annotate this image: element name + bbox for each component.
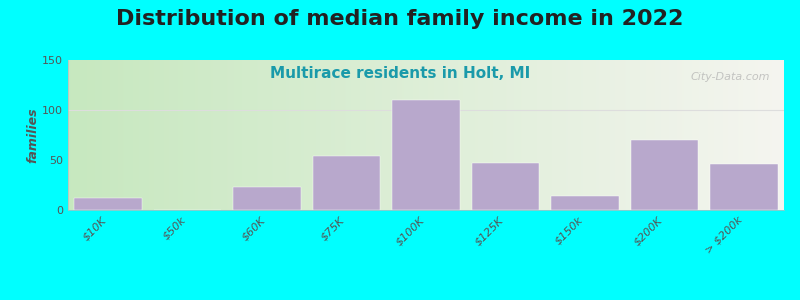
Bar bbox=[551, 196, 619, 210]
Bar bbox=[74, 198, 142, 210]
Text: Distribution of median family income in 2022: Distribution of median family income in … bbox=[116, 9, 684, 29]
Bar bbox=[313, 156, 380, 210]
Bar bbox=[233, 187, 301, 210]
Bar bbox=[631, 140, 698, 210]
Text: Multirace residents in Holt, MI: Multirace residents in Holt, MI bbox=[270, 66, 530, 81]
Y-axis label: families: families bbox=[26, 107, 39, 163]
Bar bbox=[472, 163, 539, 210]
Text: City-Data.com: City-Data.com bbox=[690, 72, 770, 82]
Bar bbox=[710, 164, 778, 210]
Bar bbox=[392, 100, 460, 210]
